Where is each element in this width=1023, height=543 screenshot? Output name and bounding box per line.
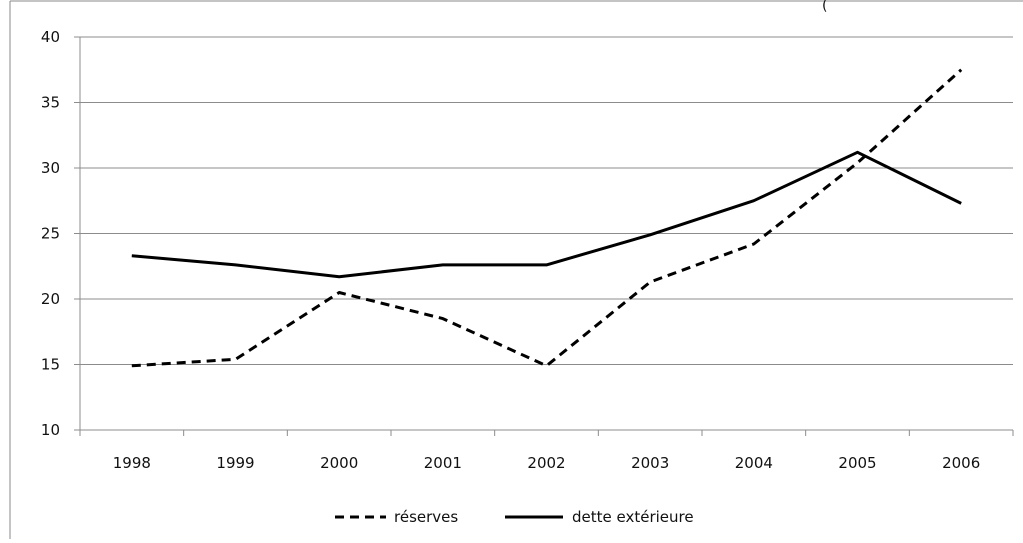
series-line-reserves [132, 70, 961, 366]
x-tick-label: 2002 [527, 454, 565, 472]
x-tick-label: 1999 [216, 454, 254, 472]
y-tick-labels: 10 15 20 25 30 35 40 [41, 28, 60, 439]
y-tick-label: 10 [41, 421, 60, 439]
series-line-dette-exterieure [132, 152, 961, 276]
y-tick-label: 20 [41, 290, 60, 308]
y-tick-label: 25 [41, 225, 60, 243]
axes [74, 37, 1013, 436]
x-tick-label: 2003 [631, 454, 669, 472]
y-tick-label: 30 [41, 159, 60, 177]
legend: réserves dette extérieure [335, 508, 694, 526]
y-tick-label: 35 [41, 94, 60, 112]
x-tick-label: 2005 [838, 454, 876, 472]
x-tick-label: 2004 [735, 454, 773, 472]
series-lines [132, 70, 962, 366]
corner-mark: ( [822, 0, 827, 14]
x-tick-label: 1998 [113, 454, 151, 472]
x-tick-label: 2000 [320, 454, 358, 472]
x-tick-label: 2001 [424, 454, 462, 472]
x-tick-labels: 1998 1999 2000 2001 2002 2003 2004 2005 2006 [113, 454, 981, 472]
legend-label: réserves [394, 508, 458, 526]
gridlines [80, 37, 1013, 365]
x-tick-label: 2006 [942, 454, 980, 472]
y-tick-label: 15 [41, 356, 60, 374]
y-tick-label: 40 [41, 28, 60, 46]
legend-label: dette extérieure [572, 508, 694, 526]
